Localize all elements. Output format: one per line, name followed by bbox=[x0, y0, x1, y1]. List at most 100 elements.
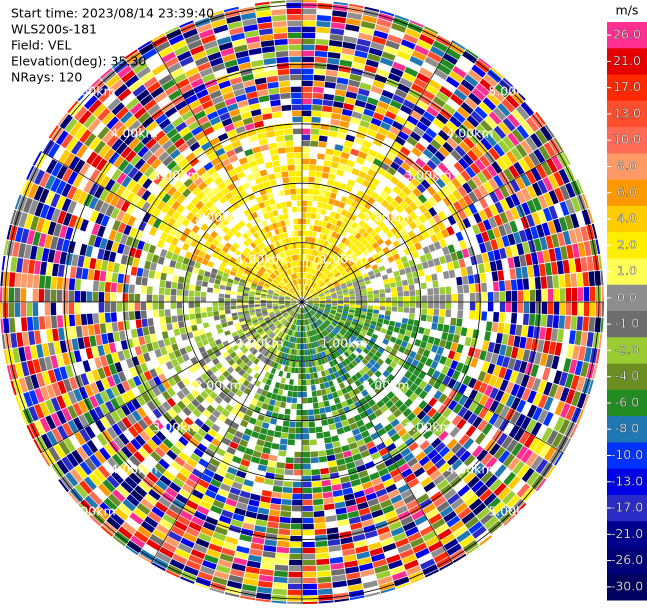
range-gate bbox=[214, 570, 229, 580]
range-gate bbox=[502, 490, 516, 505]
range-gate bbox=[416, 233, 425, 242]
range-gate bbox=[316, 432, 324, 439]
range-gate bbox=[357, 335, 364, 341]
range-gate bbox=[355, 371, 362, 379]
range-gate bbox=[148, 325, 156, 335]
range-gate bbox=[399, 228, 407, 237]
range-gate bbox=[416, 361, 425, 371]
range-gate bbox=[553, 416, 565, 432]
range-gate bbox=[85, 347, 94, 360]
range-gate bbox=[289, 547, 302, 554]
range-gate bbox=[293, 337, 297, 343]
range-gate bbox=[97, 126, 110, 140]
range-gate bbox=[326, 249, 332, 256]
range-gate bbox=[545, 262, 552, 276]
range-gate bbox=[285, 334, 290, 341]
range-gate bbox=[165, 84, 179, 96]
range-gate bbox=[193, 543, 208, 554]
range-gate bbox=[486, 229, 496, 241]
range-gate bbox=[356, 38, 371, 47]
range-gate bbox=[287, 269, 292, 275]
range-gate bbox=[337, 297, 344, 300]
range-gate bbox=[172, 221, 181, 230]
range-gate bbox=[496, 354, 505, 367]
range-gate bbox=[318, 245, 324, 252]
range-gate bbox=[314, 269, 318, 276]
range-gate bbox=[231, 435, 241, 444]
range-gate bbox=[345, 198, 354, 206]
range-gate bbox=[397, 302, 404, 307]
range-gate bbox=[238, 369, 246, 377]
range-gate bbox=[330, 161, 339, 169]
range-gate bbox=[478, 382, 488, 394]
range-gate bbox=[483, 206, 493, 219]
range-gate bbox=[47, 342, 56, 356]
range-gate bbox=[182, 289, 189, 296]
range-gate bbox=[129, 512, 144, 525]
range-gate bbox=[526, 199, 537, 214]
range-gate bbox=[354, 329, 361, 335]
range-gate bbox=[239, 253, 246, 260]
range-gate bbox=[349, 422, 358, 431]
range-gate bbox=[102, 130, 115, 144]
range-gate bbox=[323, 240, 329, 248]
range-gate bbox=[282, 340, 287, 347]
range-gate bbox=[272, 222, 278, 230]
range-gate bbox=[225, 290, 231, 295]
range-gate bbox=[100, 416, 111, 430]
range-gate bbox=[328, 130, 338, 138]
range-gate bbox=[47, 221, 57, 236]
range-gate bbox=[129, 56, 145, 69]
range-gate bbox=[307, 296, 313, 300]
range-gate bbox=[422, 148, 434, 159]
range-gate bbox=[313, 86, 324, 94]
range-gate bbox=[252, 319, 259, 324]
range-gate bbox=[234, 165, 243, 174]
range-gate bbox=[350, 447, 360, 456]
range-gate bbox=[538, 145, 551, 161]
range-gate bbox=[317, 153, 325, 160]
range-gate bbox=[129, 154, 141, 167]
range-gate bbox=[592, 364, 598, 380]
range-gate bbox=[302, 290, 305, 297]
range-gate bbox=[266, 303, 273, 306]
range-gate bbox=[331, 366, 338, 373]
range-gate bbox=[107, 457, 120, 471]
range-gate bbox=[577, 302, 584, 316]
range-gate bbox=[307, 299, 314, 301]
range-gate bbox=[343, 302, 350, 305]
range-gate bbox=[305, 260, 309, 267]
range-gate bbox=[326, 454, 336, 462]
range-gate bbox=[329, 287, 335, 292]
range-gate bbox=[180, 576, 195, 584]
range-gate bbox=[190, 172, 200, 182]
range-gate bbox=[351, 111, 363, 120]
range-gate bbox=[234, 365, 242, 373]
range-gate bbox=[137, 129, 149, 141]
range-gate bbox=[176, 400, 187, 410]
range-gate bbox=[312, 329, 317, 335]
range-gate bbox=[285, 463, 294, 470]
range-gate bbox=[360, 165, 370, 174]
range-gate bbox=[95, 334, 103, 346]
range-gate bbox=[332, 359, 338, 366]
range-gate bbox=[310, 317, 314, 323]
range-gate bbox=[459, 141, 471, 153]
range-gate bbox=[381, 199, 390, 209]
range-gate bbox=[319, 407, 326, 414]
range-gate bbox=[397, 307, 404, 313]
range-gate bbox=[228, 574, 244, 584]
range-gate bbox=[212, 531, 226, 542]
range-gate bbox=[488, 111, 502, 125]
range-gate bbox=[537, 194, 548, 209]
range-gate bbox=[356, 323, 364, 329]
range-gate bbox=[88, 196, 99, 210]
range-gate bbox=[226, 149, 236, 158]
range-gate bbox=[224, 242, 232, 250]
range-gate bbox=[489, 443, 501, 456]
range-gate bbox=[362, 325, 369, 331]
range-gate bbox=[21, 361, 30, 377]
range-gate bbox=[222, 477, 234, 487]
range-gate bbox=[323, 254, 329, 261]
range-gate bbox=[373, 482, 385, 492]
